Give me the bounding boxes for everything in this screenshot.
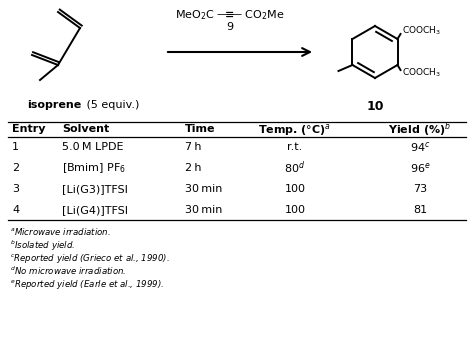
Text: [Bmim] PF$_6$: [Bmim] PF$_6$ xyxy=(62,161,126,175)
Text: 9: 9 xyxy=(227,22,234,32)
Text: [Li(G3)]TFSI: [Li(G3)]TFSI xyxy=(62,184,128,194)
Text: 30 min: 30 min xyxy=(185,184,222,194)
Text: 5.0 M LPDE: 5.0 M LPDE xyxy=(62,143,124,152)
Text: [Li(G4)]TFSI: [Li(G4)]TFSI xyxy=(62,205,128,214)
Text: 4: 4 xyxy=(12,205,19,214)
Text: Time: Time xyxy=(185,125,216,134)
Text: 81: 81 xyxy=(413,205,427,214)
Text: Yield (%)$^b$: Yield (%)$^b$ xyxy=(388,120,452,139)
Text: Temp. ($\degree$C)$^a$: Temp. ($\degree$C)$^a$ xyxy=(258,121,331,138)
Text: 1: 1 xyxy=(12,143,19,152)
Text: 3: 3 xyxy=(12,184,19,194)
Text: $^a$Microwave irradiation.: $^a$Microwave irradiation. xyxy=(10,226,111,237)
Text: $^c$Reported yield (Grieco et al., 1990).: $^c$Reported yield (Grieco et al., 1990)… xyxy=(10,252,170,265)
Text: MeO$_2$C $\mathbf{—\!\!≡\!\!—}$ CO$_2$Me: MeO$_2$C $\mathbf{—\!\!≡\!\!—}$ CO$_2$Me xyxy=(175,8,285,22)
Text: $^d$No microwave irradiation.: $^d$No microwave irradiation. xyxy=(10,265,127,277)
Text: Solvent: Solvent xyxy=(62,125,109,134)
Text: COOCH$_3$: COOCH$_3$ xyxy=(401,25,441,37)
Text: r.t.: r.t. xyxy=(287,143,302,152)
Text: COOCH$_3$: COOCH$_3$ xyxy=(401,67,441,79)
Text: $^b$Isolated yield.: $^b$Isolated yield. xyxy=(10,239,75,253)
Text: 2: 2 xyxy=(12,163,19,173)
Text: 7 h: 7 h xyxy=(185,143,201,152)
Text: Entry: Entry xyxy=(12,125,46,134)
Text: 30 min: 30 min xyxy=(185,205,222,214)
Text: isoprene: isoprene xyxy=(27,100,81,110)
Text: $^e$Reported yield (Earle et al., 1999).: $^e$Reported yield (Earle et al., 1999). xyxy=(10,278,164,291)
Text: 2 h: 2 h xyxy=(185,163,201,173)
Text: 10: 10 xyxy=(366,100,384,113)
Text: 100: 100 xyxy=(284,184,306,194)
Text: 100: 100 xyxy=(284,205,306,214)
Text: 80$^d$: 80$^d$ xyxy=(284,160,306,177)
Text: 96$^e$: 96$^e$ xyxy=(410,161,430,175)
Text: (5 equiv.): (5 equiv.) xyxy=(83,100,139,110)
Text: 73: 73 xyxy=(413,184,427,194)
Text: 94$^c$: 94$^c$ xyxy=(410,140,430,154)
